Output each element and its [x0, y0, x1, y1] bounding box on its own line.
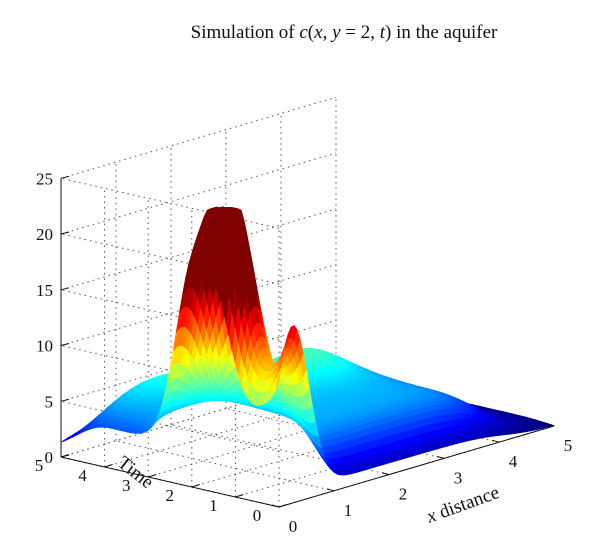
grid-line	[104, 385, 380, 468]
chart-title: Simulation of c(x, y = 2, t) in the aqui…	[191, 22, 498, 43]
grid-line	[60, 152, 337, 235]
grid-lines	[60, 96, 555, 508]
grid-line	[60, 177, 280, 229]
grid-line	[60, 375, 337, 458]
surface-plot	[60, 206, 556, 476]
grid-line	[60, 96, 337, 179]
grid-line	[148, 395, 424, 478]
